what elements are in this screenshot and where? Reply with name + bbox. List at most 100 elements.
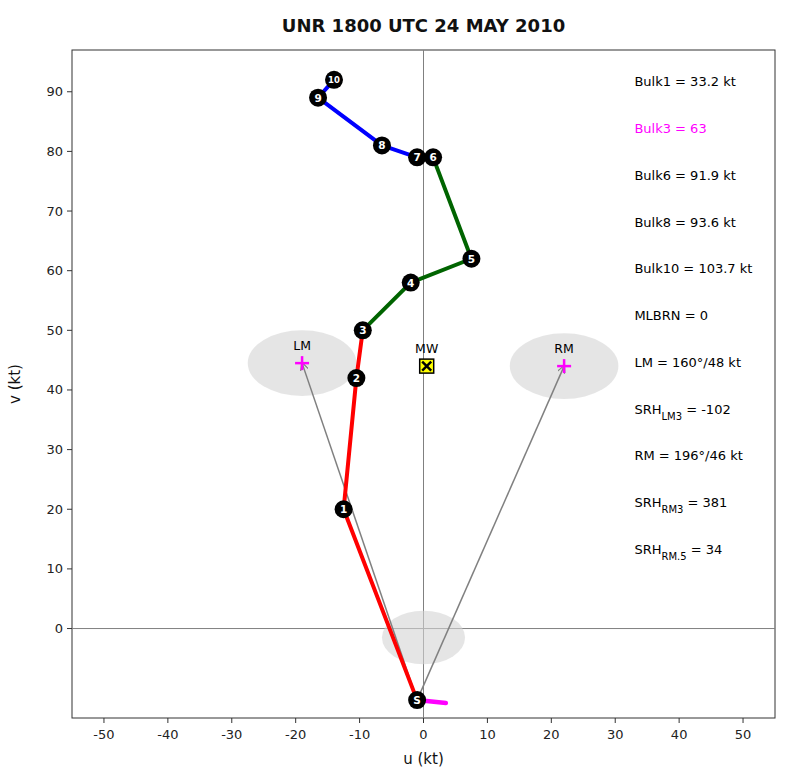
node-label: 6 bbox=[429, 151, 436, 163]
page: {"chart_data": { "type": "hodograph", "t… bbox=[0, 0, 795, 780]
y-tick bbox=[67, 509, 72, 510]
y-tick bbox=[67, 151, 72, 152]
annotation-text: LM = 160°/48 kt bbox=[634, 355, 741, 370]
node-label: 1 bbox=[340, 503, 347, 515]
annotation-text: SRH bbox=[634, 542, 661, 557]
y-tick-label: 60 bbox=[46, 263, 63, 278]
x-tick-label: -10 bbox=[349, 727, 370, 742]
plus-v bbox=[301, 356, 304, 370]
y-tick-label: 30 bbox=[46, 442, 63, 457]
cross-a bbox=[422, 362, 431, 371]
node-label: 8 bbox=[378, 139, 385, 151]
x-tick-label: 30 bbox=[607, 727, 624, 742]
storm-motion-arrow bbox=[302, 363, 417, 700]
annotation-suffix: = -102 bbox=[682, 402, 731, 417]
cross-b bbox=[422, 362, 431, 371]
x-tick-label: 50 bbox=[735, 727, 752, 742]
annotation: Bulk6 = 91.9 kt bbox=[634, 168, 735, 183]
y-tick-label: 40 bbox=[46, 382, 63, 397]
y-tick bbox=[67, 270, 72, 271]
annotation-suffix: = 34 bbox=[687, 542, 723, 557]
annotation-subscript: RM3 bbox=[661, 504, 683, 515]
annotation: MLBRN = 0 bbox=[634, 308, 708, 323]
annotation: LM = 160°/48 kt bbox=[634, 355, 741, 370]
axes: -50-40-30-20-100102030405001020304050607… bbox=[46, 84, 751, 742]
y-tick-label: 50 bbox=[46, 323, 63, 338]
node-label: 3 bbox=[359, 324, 366, 336]
x-tick-label: 40 bbox=[671, 727, 688, 742]
y-tick-label: 80 bbox=[46, 144, 63, 159]
x-axis-label: u (kt) bbox=[403, 750, 444, 768]
annotation-text: MLBRN = 0 bbox=[634, 308, 708, 323]
x-tick-label: 10 bbox=[479, 727, 496, 742]
annotation-subscript: LM3 bbox=[661, 410, 682, 421]
node-label: 10 bbox=[328, 75, 340, 85]
hodograph-node bbox=[402, 274, 420, 292]
annotation-subscript: RM.5 bbox=[661, 550, 686, 561]
annotation-text: RM = 196°/46 kt bbox=[634, 448, 742, 463]
storm-motion-marker bbox=[420, 359, 434, 373]
hodograph-segment bbox=[318, 80, 433, 158]
y-tick-label: 70 bbox=[46, 204, 63, 219]
x-tick bbox=[359, 718, 360, 723]
node-label: 2 bbox=[353, 372, 360, 384]
y-tick-label: 10 bbox=[46, 561, 63, 576]
x-tick bbox=[167, 718, 168, 723]
x-tick bbox=[423, 718, 424, 723]
y-tick-label: 90 bbox=[46, 84, 63, 99]
annotation-text: Bulk3 = 63 bbox=[634, 121, 706, 136]
title: UNR 1800 UTC 24 MAY 2010 bbox=[282, 15, 565, 36]
y-tick-label: 20 bbox=[46, 502, 63, 517]
x-tick-label: -20 bbox=[285, 727, 306, 742]
x-tick bbox=[231, 718, 232, 723]
hodograph-segment bbox=[363, 157, 472, 330]
annotation-text: SRH bbox=[634, 402, 661, 417]
annotation: RM = 196°/46 kt bbox=[634, 448, 742, 463]
storm-motion-label: LM bbox=[293, 338, 311, 353]
hodograph-node bbox=[408, 148, 426, 166]
y-tick bbox=[67, 449, 72, 450]
y-tick bbox=[67, 330, 72, 331]
annotation: SRHLM3 = -102 bbox=[634, 402, 730, 422]
y-tick bbox=[67, 628, 72, 629]
plot-area bbox=[72, 50, 775, 718]
node-label: 4 bbox=[407, 277, 414, 289]
square bbox=[420, 359, 434, 373]
plus-v bbox=[563, 359, 566, 373]
annotation: Bulk10 = 103.7 kt bbox=[634, 261, 752, 276]
y-tick bbox=[67, 211, 72, 212]
node-label: S bbox=[413, 694, 421, 706]
hodograph-node bbox=[408, 691, 426, 709]
hodograph-node bbox=[424, 148, 442, 166]
x-tick bbox=[487, 718, 488, 723]
hodograph-node bbox=[309, 89, 327, 107]
annotation-text: Bulk10 = 103.7 kt bbox=[634, 261, 752, 276]
hodograph-node bbox=[347, 369, 365, 387]
ellipse bbox=[248, 330, 357, 396]
x-tick bbox=[295, 718, 296, 723]
hodograph-node bbox=[462, 250, 480, 268]
x-tick-label: 0 bbox=[419, 727, 427, 742]
x-tick bbox=[615, 718, 616, 723]
x-tick-label: -40 bbox=[157, 727, 178, 742]
y-tick-label: 0 bbox=[55, 621, 63, 636]
x-tick bbox=[103, 718, 104, 723]
annotation-suffix: = 381 bbox=[683, 495, 727, 510]
hodograph-node bbox=[373, 136, 391, 154]
x-tick-label: 20 bbox=[543, 727, 560, 742]
y-tick bbox=[67, 389, 72, 390]
annotation-text: Bulk1 = 33.2 kt bbox=[634, 74, 735, 89]
hodograph-segment bbox=[344, 330, 417, 700]
storm-motion-marker bbox=[557, 359, 571, 373]
chart: -50-40-30-20-100102030405001020304050607… bbox=[0, 0, 795, 780]
storm-motion-label: MW bbox=[415, 341, 438, 356]
hodograph-node bbox=[354, 321, 372, 339]
x-tick bbox=[679, 718, 680, 723]
y-tick bbox=[67, 568, 72, 569]
node-label: 7 bbox=[413, 151, 420, 163]
x-tick-label: -30 bbox=[221, 727, 242, 742]
storm-motion-marker bbox=[295, 356, 309, 370]
labels: LMRMMWS12345678910Bulk1 = 33.2 ktBulk3 =… bbox=[293, 74, 752, 706]
annotation: SRHRM3 = 381 bbox=[634, 495, 727, 514]
annotation: Bulk1 = 33.2 kt bbox=[634, 74, 735, 89]
